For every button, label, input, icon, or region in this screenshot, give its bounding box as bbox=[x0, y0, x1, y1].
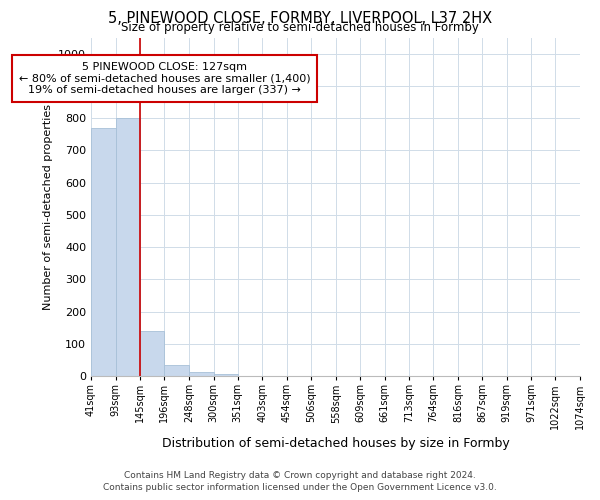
Bar bbox=[164, 365, 189, 376]
X-axis label: Distribution of semi-detached houses by size in Formby: Distribution of semi-detached houses by … bbox=[161, 437, 509, 450]
Text: Contains HM Land Registry data © Crown copyright and database right 2024.
Contai: Contains HM Land Registry data © Crown c… bbox=[103, 471, 497, 492]
Text: 5, PINEWOOD CLOSE, FORMBY, LIVERPOOL, L37 2HX: 5, PINEWOOD CLOSE, FORMBY, LIVERPOOL, L3… bbox=[108, 11, 492, 26]
Bar bbox=[140, 331, 164, 376]
Bar bbox=[189, 372, 214, 376]
Text: 5 PINEWOOD CLOSE: 127sqm
← 80% of semi-detached houses are smaller (1,400)
19% o: 5 PINEWOOD CLOSE: 127sqm ← 80% of semi-d… bbox=[19, 62, 310, 95]
Bar bbox=[116, 118, 140, 376]
Bar bbox=[91, 128, 116, 376]
Y-axis label: Number of semi-detached properties: Number of semi-detached properties bbox=[43, 104, 53, 310]
Text: Size of property relative to semi-detached houses in Formby: Size of property relative to semi-detach… bbox=[121, 22, 479, 35]
Bar bbox=[214, 374, 238, 376]
